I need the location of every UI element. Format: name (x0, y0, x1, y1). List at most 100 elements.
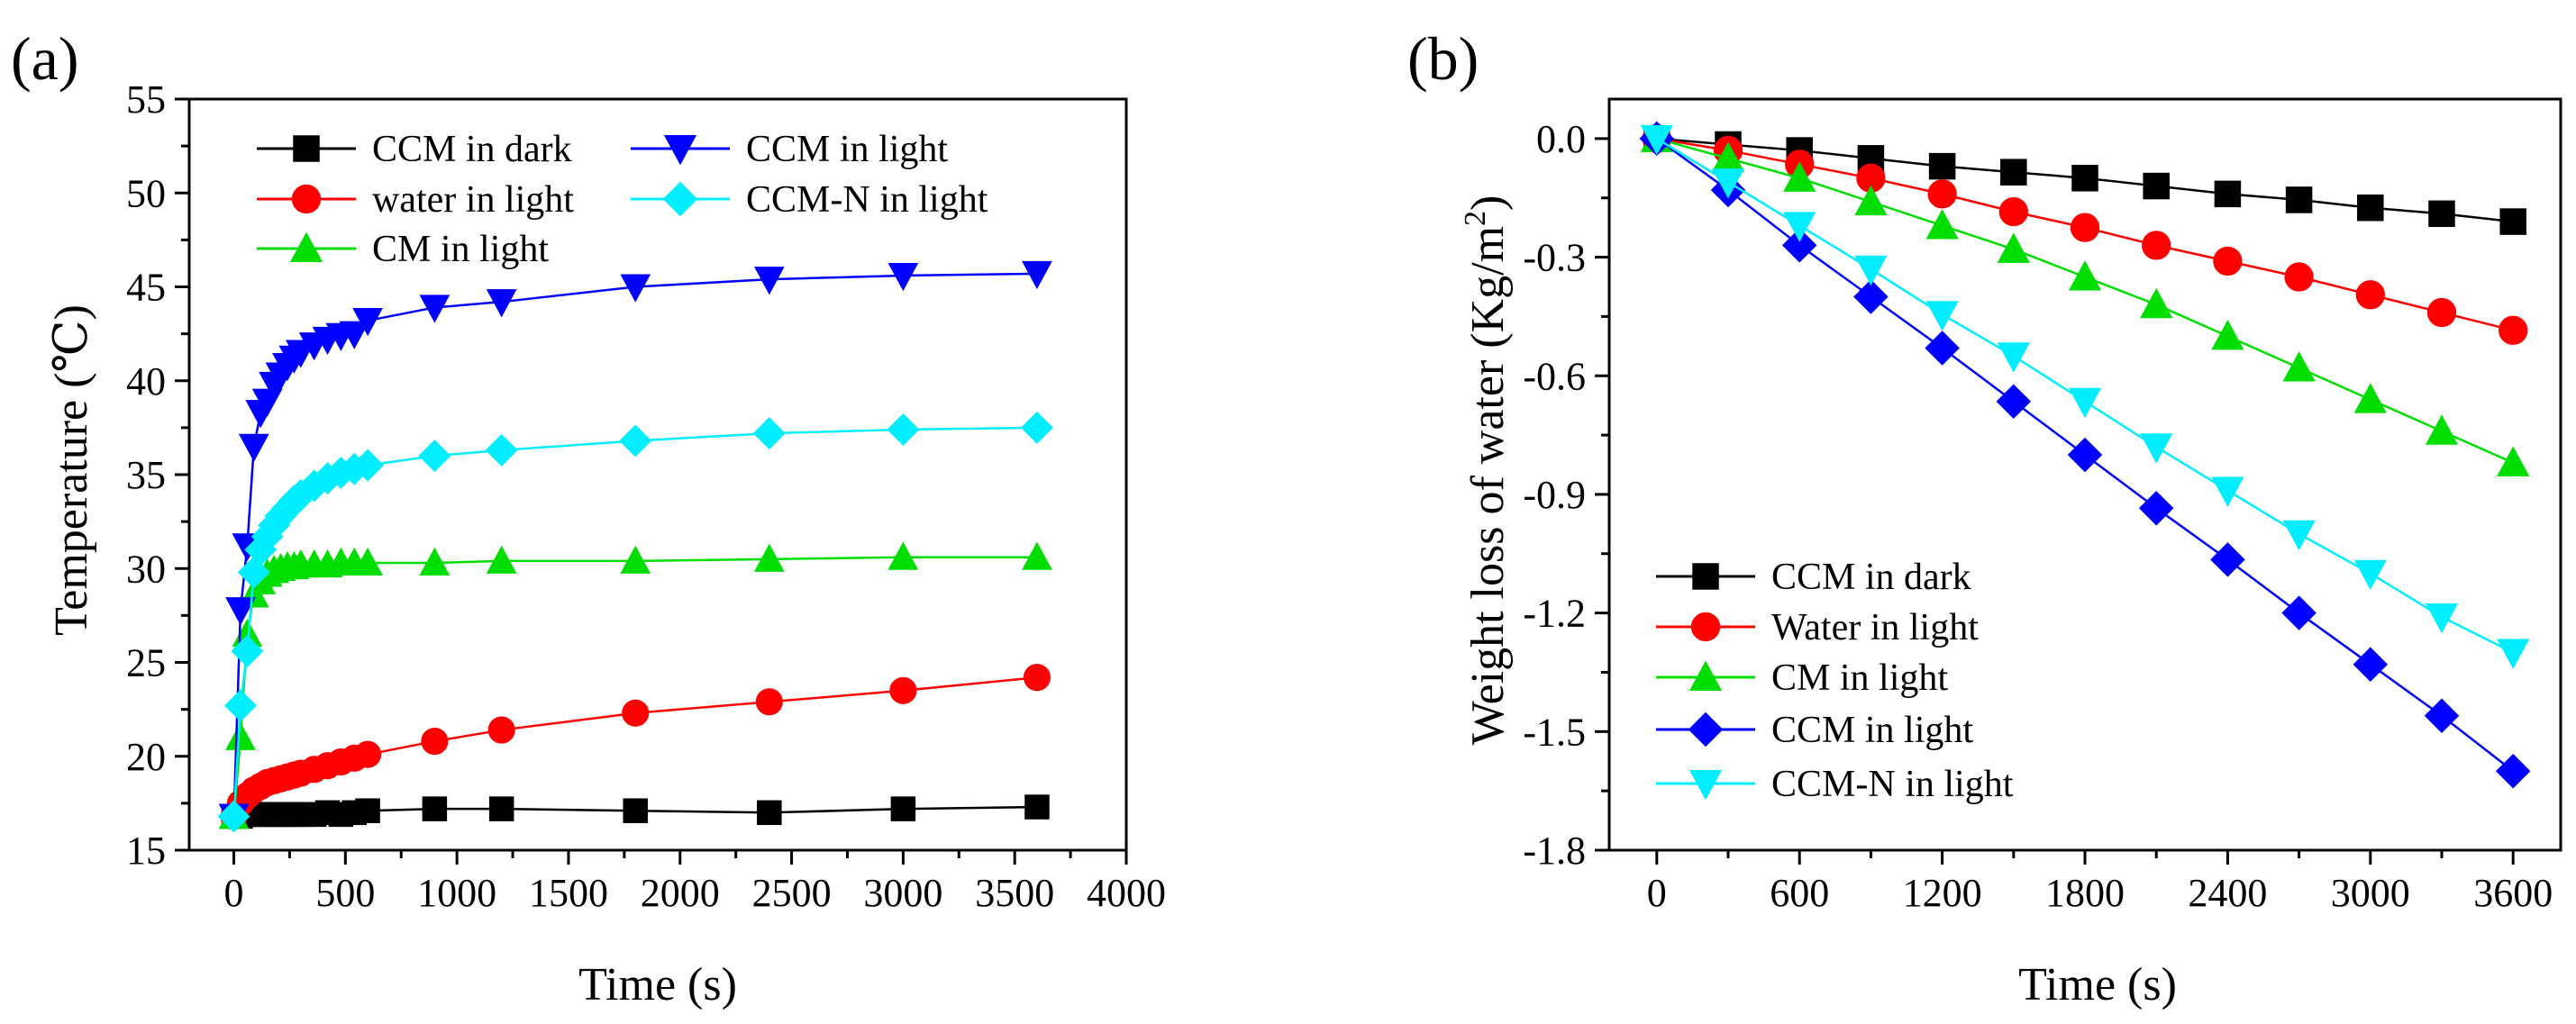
plot-a: 0 500 1000 1500 2000 2500 3000 3500 4000 15 20 25 30… (126, 77, 1166, 915)
legend-label: CCM-N in light (746, 179, 988, 221)
data-point (2355, 280, 2385, 310)
data-point (2211, 319, 2244, 350)
data-point (1996, 384, 2032, 420)
data-point (2425, 603, 2459, 634)
data-point (2282, 520, 2316, 551)
data-point (2424, 698, 2460, 734)
legend-marker (663, 134, 697, 166)
legend-item: CCM-N in light (1656, 764, 2014, 805)
data-point (217, 800, 250, 833)
data-point (2281, 595, 2317, 630)
y-tick-label: 50 (126, 171, 166, 215)
data-point (2068, 387, 2102, 419)
data-point (752, 417, 786, 450)
legend-item: CM in light (257, 229, 549, 270)
panel-a: (a) 0 500 1000 1500 2000 2500 3000 3500 4000 15 20… (11, 24, 1166, 1010)
y-tick-label: -0.3 (1523, 236, 1586, 280)
panel-a-x-axis-title: Time (s) (578, 959, 737, 1010)
panel-a-y-axis-title: Temperature (℃) (46, 304, 97, 636)
data-point (2143, 172, 2170, 200)
legend-label: CCM-N in light (1771, 764, 2014, 805)
y-tick-label: 15 (126, 829, 166, 873)
legend-item: Water in light (1656, 607, 1979, 648)
data-point (1997, 342, 2030, 373)
data-point (1022, 260, 1052, 290)
data-point (339, 321, 370, 349)
data-point (2070, 213, 2100, 242)
legend-label: water in light (372, 179, 574, 221)
data-point (2425, 414, 2459, 445)
legend-marker (1689, 769, 1723, 801)
series-ccm-n-in-light (217, 411, 1053, 833)
x-tick-label: 4000 (1087, 871, 1166, 915)
data-point (355, 798, 380, 823)
panel-a-legend: CCM in dark water in light CM in light CCM … (257, 129, 988, 270)
data-point (2426, 297, 2457, 328)
x-tick-label: 1500 (529, 871, 608, 915)
data-point (2067, 437, 2103, 473)
series-ccm-in-dark (221, 794, 1050, 829)
data-point (1640, 124, 1673, 156)
data-point (352, 308, 383, 337)
data-point (1781, 228, 1817, 263)
legend-item: CCM in light (1656, 710, 1973, 751)
data-point (1024, 794, 1050, 820)
data-point (2214, 180, 2242, 208)
panel-b: (b) 0 600 1200 1800 2400 3000 3600 0.0 -0.3 -0.6 -… (1407, 24, 2562, 1010)
data-point (351, 449, 385, 482)
data-point (238, 433, 269, 462)
data-point (1997, 232, 2030, 263)
data-point (2499, 315, 2528, 345)
data-point (1023, 664, 1051, 692)
data-point (2499, 208, 2526, 235)
data-point (2068, 260, 2102, 291)
x-tick-label: 0 (224, 871, 244, 915)
legend-marker (291, 184, 322, 214)
legend-marker (293, 135, 320, 162)
data-point (354, 740, 382, 768)
x-tick-label: 2400 (2188, 871, 2267, 915)
data-point (889, 676, 917, 704)
data-point (2071, 165, 2098, 192)
y-tick-label: 55 (126, 77, 166, 122)
x-tick-label: 2000 (641, 871, 720, 915)
data-point (2000, 159, 2027, 186)
data-point (1853, 279, 1889, 314)
x-tick-label: 1200 (1903, 871, 1982, 915)
y-tick-label: -1.2 (1523, 592, 1586, 636)
data-point (622, 699, 650, 727)
data-point (623, 798, 648, 823)
data-point (485, 433, 518, 467)
x-tick-label: 500 (315, 871, 375, 915)
data-point (620, 545, 651, 574)
y-tick-label: 35 (126, 453, 166, 497)
series-ccm-n-in-light (1640, 124, 2530, 669)
y-tick-label: 40 (126, 359, 166, 403)
data-point (2213, 246, 2243, 276)
x-tick-label: 1000 (417, 871, 496, 915)
data-point (352, 547, 383, 576)
data-point (2282, 351, 2316, 382)
data-point (1022, 541, 1052, 570)
data-point (2495, 753, 2531, 789)
legend-label: CCM in light (1771, 710, 1973, 751)
data-point (2140, 287, 2173, 319)
legend-marker (289, 231, 323, 263)
data-point (2210, 542, 2245, 577)
x-tick-label: 2500 (752, 871, 832, 915)
panel-b-y-axis-title-sup: 2 (1459, 211, 1492, 226)
x-tick-label: 3000 (2331, 871, 2410, 915)
legend-marker (1688, 711, 1724, 748)
panel-b-x-axis-title: Time (s) (2018, 959, 2177, 1010)
legend-label: CCM in light (746, 129, 948, 170)
y-tick-label: -1.8 (1523, 829, 1586, 873)
legend-marker (662, 181, 698, 217)
y-tick-label: -0.6 (1523, 354, 1586, 398)
data-point (1928, 152, 1956, 180)
legend-item: CCM-N in light (631, 179, 988, 221)
data-point (753, 267, 785, 295)
data-point (753, 543, 785, 572)
data-point (619, 424, 652, 458)
y-tick-label: 25 (126, 641, 166, 685)
data-point (890, 796, 916, 821)
